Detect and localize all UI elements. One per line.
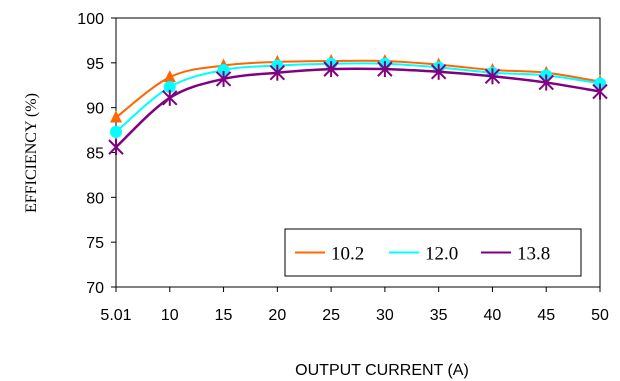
x-tick-label: 20 bbox=[268, 307, 286, 324]
series-line bbox=[115, 62, 601, 133]
legend-label: 10.2 bbox=[331, 244, 364, 265]
series-line bbox=[115, 59, 601, 119]
y-tick-label: 70 bbox=[86, 280, 104, 297]
y-tick-label: 90 bbox=[86, 101, 104, 118]
data-point bbox=[269, 64, 286, 81]
y-axis-label: EFFICIENCY (%) bbox=[23, 93, 40, 213]
data-point bbox=[323, 61, 339, 78]
y-tick-label: 80 bbox=[86, 190, 104, 207]
data-point bbox=[163, 81, 176, 94]
x-tick-label: 45 bbox=[537, 307, 555, 324]
x-tick-label: 30 bbox=[376, 307, 394, 324]
data-point bbox=[163, 70, 176, 83]
x-tick-label: 40 bbox=[484, 307, 502, 324]
legend-label: 13.8 bbox=[517, 244, 550, 265]
series-13-8 bbox=[108, 61, 608, 156]
data-point bbox=[484, 68, 501, 85]
x-tick-label: 5.01 bbox=[100, 307, 131, 324]
data-point bbox=[110, 110, 122, 123]
x-tick-label: 10 bbox=[161, 307, 179, 324]
x-tick-label: 50 bbox=[591, 307, 609, 324]
y-tick-label: 85 bbox=[86, 146, 104, 163]
legend-label: 12.0 bbox=[425, 244, 458, 265]
y-tick-label: 75 bbox=[86, 235, 104, 252]
data-point bbox=[592, 83, 608, 100]
y-tick-label: 100 bbox=[77, 11, 104, 28]
legend-box bbox=[284, 228, 582, 277]
data-point bbox=[108, 139, 124, 156]
x-axis-label: OUTPUT CURRENT (A) bbox=[295, 362, 469, 379]
data-point bbox=[110, 125, 122, 138]
x-tick-label: 35 bbox=[430, 307, 448, 324]
data-point bbox=[594, 77, 606, 90]
series-line bbox=[115, 67, 601, 149]
x-tick-label: 25 bbox=[322, 307, 340, 324]
data-point bbox=[162, 89, 178, 106]
data-point bbox=[217, 64, 230, 77]
data-point bbox=[430, 63, 447, 80]
x-tick-label: 15 bbox=[215, 307, 233, 324]
data-point bbox=[538, 74, 554, 91]
data-point bbox=[215, 70, 232, 87]
data-point bbox=[377, 61, 393, 78]
y-tick-label: 95 bbox=[86, 56, 104, 73]
